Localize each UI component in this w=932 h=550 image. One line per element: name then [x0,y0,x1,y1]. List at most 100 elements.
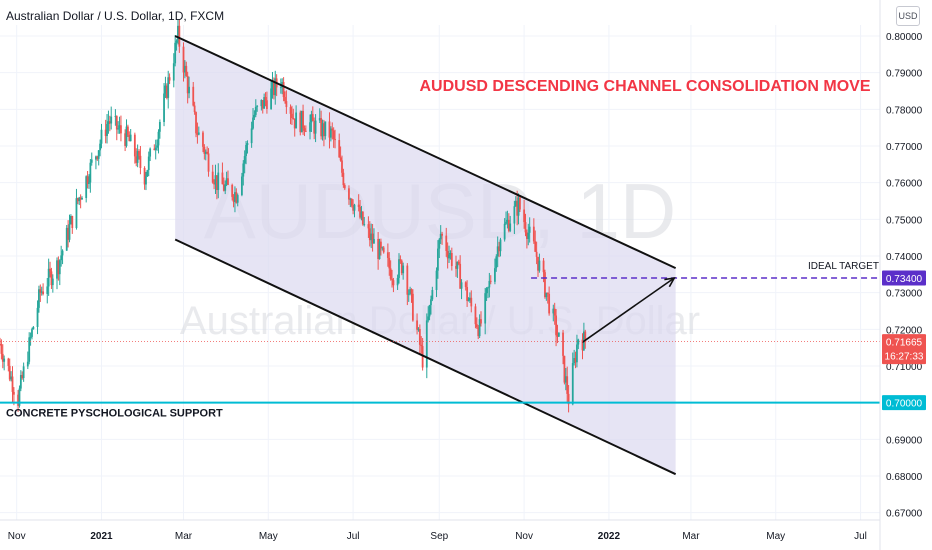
candle-body [104,129,107,137]
candle [318,108,321,124]
candle-body [143,167,146,185]
candle [242,160,245,186]
y-tick-label: 0.69000 [886,435,923,446]
channel-lower-line[interactable] [174,238,677,476]
candle [227,170,229,186]
candle [320,110,323,140]
candle-body [544,272,546,298]
candle-body [240,176,243,196]
candle-body [329,128,332,138]
candle-body [392,280,395,286]
candle-body [380,241,382,249]
candle-body [224,184,227,191]
candle-body [527,232,530,239]
candle-body [446,250,449,259]
y-tick-label: 0.76000 [886,179,923,190]
candle [348,185,350,205]
candle-body [495,256,498,269]
candle-body [89,162,92,183]
candle-body [235,192,238,203]
candle-body [88,182,90,184]
candle [487,286,489,299]
candle-body [514,200,517,207]
candle-body [71,215,74,229]
candle-body [516,200,519,216]
candle-body [222,184,225,191]
candle [231,183,234,201]
candle-body [29,336,32,338]
candle-body [263,97,266,109]
symbol-title: Australian Dollar / U.S. Dollar, 1D, FXC… [6,9,225,23]
candle-body [272,80,275,96]
candle [514,196,517,207]
candle [494,258,496,285]
candle [300,110,303,133]
candle-body [494,268,496,282]
candle [71,215,74,234]
candle-body [474,306,477,325]
candle [96,155,99,161]
candle [186,71,189,104]
candle [217,163,220,199]
candle-body [197,132,200,135]
candle [65,224,68,251]
candle-body [253,114,256,118]
candle-body [324,121,327,137]
candle [139,146,142,175]
candle [117,121,120,134]
candle-body [310,114,313,123]
candle [104,119,107,144]
candle-body [571,363,574,405]
candle [420,336,423,354]
currency-button[interactable]: USD [896,6,920,26]
candle-body [304,130,307,132]
candle-body [8,365,11,380]
channel-upper-line[interactable] [174,35,677,270]
candle [437,240,439,279]
candle [70,214,72,225]
target-price-tag: 0.73400 [886,274,923,285]
candle [46,278,49,304]
candle-body [285,101,288,108]
candle-body [484,293,487,324]
candle-body [295,112,298,129]
candle-body [441,233,443,236]
candle-body [555,315,557,336]
y-tick-label: 0.74000 [886,252,923,263]
projection-arrow[interactable] [582,277,675,343]
candle [349,197,352,208]
y-tick-label: 0.79000 [886,69,923,80]
candle [368,221,371,247]
candles [0,19,587,413]
candle-body [115,116,118,130]
candle-body [534,241,537,252]
candle [555,309,557,347]
candle [309,114,311,140]
candle [535,241,538,265]
candle [400,259,403,276]
target-label: IDEAL TARGET [808,261,879,272]
candle-body [576,344,578,363]
candle-body [78,197,81,202]
candle [581,333,584,360]
candle [339,146,342,162]
candle [49,261,51,278]
candle-body [309,122,311,132]
x-tick-label: Jul [854,531,867,542]
candle-body [271,80,274,89]
candle-body [314,120,317,134]
candle-body [126,126,129,135]
candle-body [192,86,195,106]
candle [538,253,541,273]
candle [435,267,438,298]
candle [449,250,452,260]
candle-body [242,163,245,177]
candle-body [65,227,68,251]
candle [548,286,551,316]
candle-body [496,246,499,257]
candle-body [321,123,324,137]
candle [571,352,574,406]
candle [353,203,356,218]
support-price-tag-bg [882,395,926,411]
